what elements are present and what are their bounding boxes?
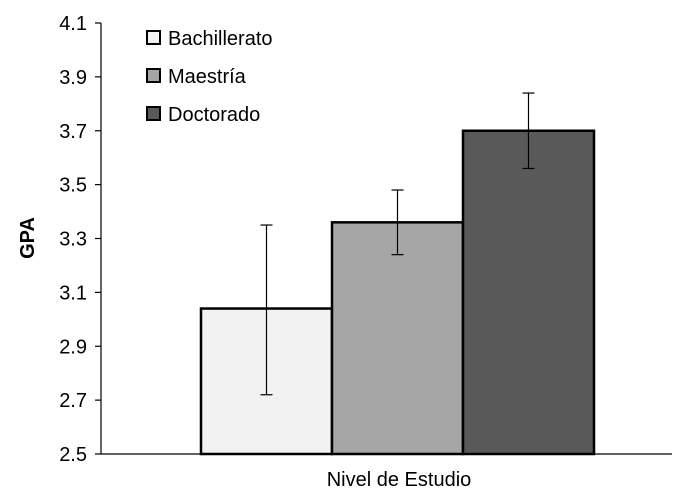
legend: Bachillerato Maestría Doctorado (146, 28, 273, 126)
bars (199, 129, 596, 456)
legend-label-2: Maestría (168, 66, 247, 88)
x-axis-label: Nivel de Estudio (327, 469, 472, 491)
legend-swatch-3 (146, 106, 161, 121)
legend-swatch-2 (146, 68, 161, 83)
y-axis-label: GPA (17, 217, 39, 259)
bar-2 (330, 221, 465, 456)
y-tick-label: 2.5 (59, 444, 87, 466)
y-tick-label: 3.1 (59, 282, 87, 304)
y-tick-label: 3.5 (59, 175, 87, 197)
bar-3 (461, 129, 596, 456)
y-tick-label: 3.7 (59, 121, 87, 143)
legend-label-1: Bachillerato (168, 28, 273, 50)
y-tick-label: 3.3 (59, 229, 87, 251)
error-bars (260, 92, 535, 396)
y-ticks: 2.5 2.7 2.9 3.1 3.3 3.5 3.7 3.9 4.1 (59, 13, 101, 466)
legend-swatch-1 (146, 30, 161, 45)
y-tick-label: 3.9 (59, 67, 87, 89)
y-tick-label: 2.9 (59, 336, 87, 358)
y-tick-label: 4.1 (59, 13, 87, 35)
legend-label-3: Doctorado (168, 104, 260, 126)
y-tick-label: 2.7 (59, 390, 87, 412)
